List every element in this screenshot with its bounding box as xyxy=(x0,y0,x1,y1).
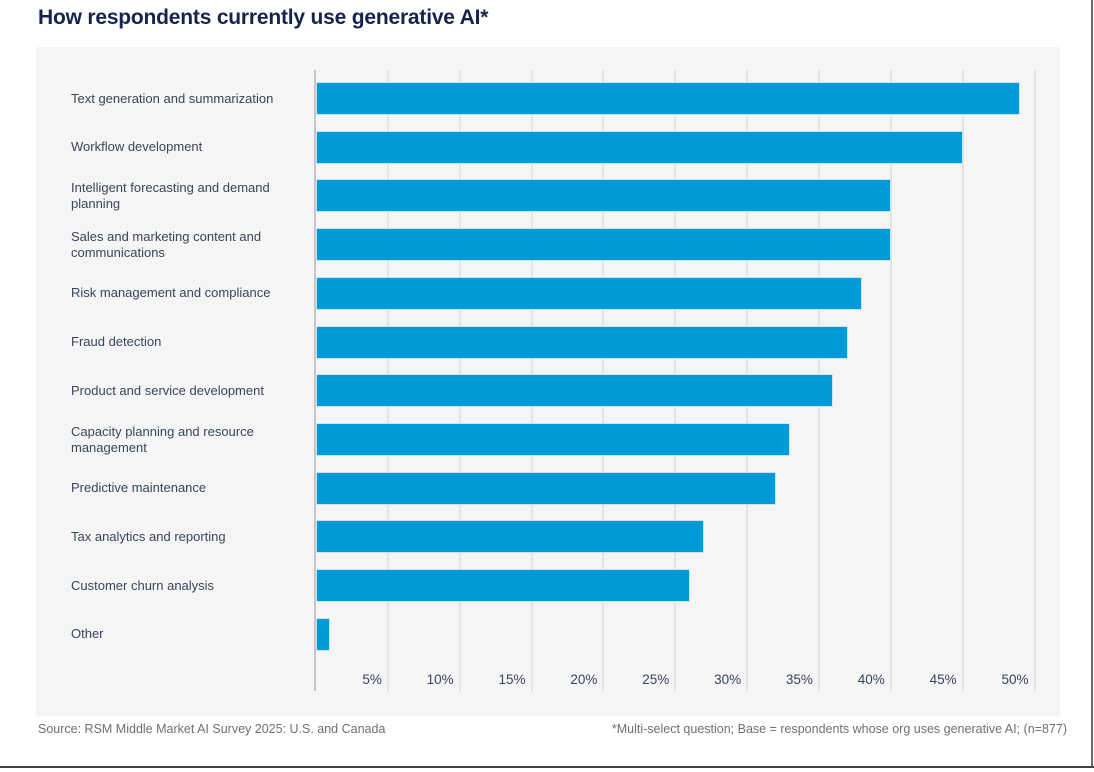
category-label: Capacity planning and resource managemen… xyxy=(71,423,254,455)
category-label: Workflow development xyxy=(71,139,203,155)
x-tick-label: 50% xyxy=(1001,672,1029,687)
y-axis-line xyxy=(314,70,316,691)
page-bottom-border xyxy=(0,766,1094,768)
x-gridline xyxy=(961,70,964,691)
footnote: *Multi-select question; Base = responden… xyxy=(611,722,1067,736)
category-label: Intelligent forecasting and demand plann… xyxy=(71,179,270,211)
category-label: Text generation and summarization xyxy=(71,90,274,106)
x-tick-label: 15% xyxy=(498,672,526,687)
category-label: Other xyxy=(71,626,104,642)
chart-footer: Source: RSM Middle Market AI Survey 2025… xyxy=(0,722,1094,736)
bar xyxy=(316,179,891,213)
category-label: Risk management and compliance xyxy=(71,285,271,301)
chart-title: How respondents currently use generative… xyxy=(38,6,489,29)
bar xyxy=(316,276,863,310)
category-label: Sales and marketing content and communic… xyxy=(71,228,262,260)
x-tick-label: 45% xyxy=(929,672,957,687)
category-label: Product and service development xyxy=(71,382,264,398)
bar xyxy=(316,617,331,651)
bar xyxy=(316,471,776,505)
bar xyxy=(316,82,1021,115)
bar xyxy=(316,374,834,408)
category-label: Predictive maintenance xyxy=(71,480,207,496)
source-note: Source: RSM Middle Market AI Survey 2025… xyxy=(38,722,386,736)
page-right-border xyxy=(1091,0,1093,768)
category-label: Fraud detection xyxy=(71,334,162,350)
bar xyxy=(316,325,848,359)
category-label: Customer churn analysis xyxy=(71,577,215,593)
bar xyxy=(316,130,963,164)
x-tick-label: 20% xyxy=(570,672,598,687)
x-tick-label: 25% xyxy=(642,672,670,687)
x-gridline xyxy=(889,70,892,691)
x-tick-label: 35% xyxy=(785,672,813,687)
plot-area: 5% 10% 15% 20% 25% 30% 35% 40% 45% 50% Text genera… xyxy=(36,47,1060,716)
x-tick-label: 30% xyxy=(714,672,742,687)
x-tick-label: 40% xyxy=(857,672,885,687)
chart-panel: 5% 10% 15% 20% 25% 30% 35% 40% 45% 50% Text genera… xyxy=(36,47,1060,716)
x-tick-label: 5% xyxy=(362,672,382,687)
bar xyxy=(316,228,891,262)
category-label: Tax analytics and reporting xyxy=(71,528,226,544)
bar xyxy=(316,520,704,554)
x-gridline xyxy=(1033,70,1036,691)
x-tick-label: 10% xyxy=(426,672,454,687)
bar xyxy=(316,423,791,457)
bar xyxy=(316,569,690,603)
